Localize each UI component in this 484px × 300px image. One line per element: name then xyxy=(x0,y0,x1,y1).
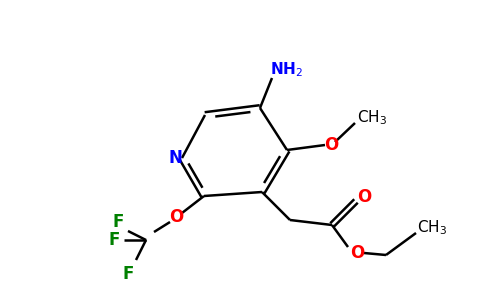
Text: F: F xyxy=(108,231,120,249)
Text: O: O xyxy=(169,208,183,226)
Text: CH$_3$: CH$_3$ xyxy=(357,109,387,127)
Text: F: F xyxy=(112,213,124,231)
Text: N: N xyxy=(168,149,182,167)
Text: O: O xyxy=(357,188,371,206)
Text: O: O xyxy=(350,244,364,262)
Text: NH$_2$: NH$_2$ xyxy=(270,61,302,79)
Text: F: F xyxy=(122,265,134,283)
Text: CH$_3$: CH$_3$ xyxy=(417,219,447,237)
Text: O: O xyxy=(324,136,338,154)
